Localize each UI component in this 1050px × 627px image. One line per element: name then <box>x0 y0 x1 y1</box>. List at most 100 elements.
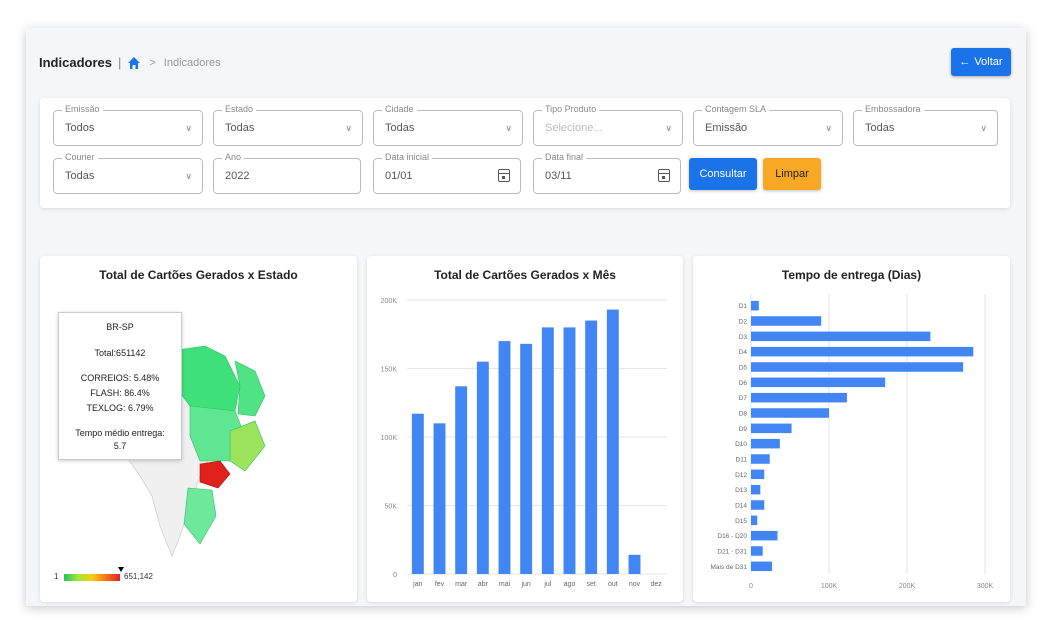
courier-value: Todas <box>65 170 95 182</box>
breadcrumb-current: Indicadores <box>163 56 221 69</box>
y-tick-label: D5 <box>739 365 748 372</box>
bar-d8 <box>751 408 829 418</box>
bar-mar <box>455 386 468 574</box>
y-tick-label: D11 <box>736 457 748 464</box>
y-tick-label: 50K <box>385 504 398 511</box>
cidade-select[interactable]: Cidade Todas ∨ <box>373 104 523 146</box>
bar-d10 <box>751 438 780 449</box>
tipo-produto-label: Tipo Produto <box>542 104 600 114</box>
bar-jun <box>520 343 533 574</box>
embossadora-select[interactable]: Embossadora Todas ∨ <box>853 104 998 146</box>
x-tick-label: set <box>586 581 595 588</box>
courier-select[interactable]: Courier Todas ∨ <box>53 152 203 194</box>
bar-d21-d31 <box>751 546 763 556</box>
bar-d2 <box>751 316 822 326</box>
chevron-down-icon: ∨ <box>185 171 192 181</box>
y-tick-label: D7 <box>739 395 748 402</box>
y-tick-label: 100K <box>381 435 398 442</box>
contagem-sla-select[interactable]: Contagem SLA Emissão ∨ <box>693 104 843 146</box>
bar-d14 <box>751 500 765 510</box>
monthly-chart-title: Total de Cartões Gerados x Mês <box>434 268 616 282</box>
filters-panel: Emissão Todos ∨ Estado Todas ∨ Cidade To… <box>40 98 1010 208</box>
limpar-button[interactable]: Limpar <box>763 158 821 190</box>
data-inicial-input[interactable]: Data inicial 01/01 <box>373 152 521 194</box>
bar-d5 <box>751 362 964 372</box>
calendar-icon[interactable] <box>658 169 670 182</box>
data-inicial-label: Data inicial <box>382 152 433 162</box>
bar-d9 <box>751 423 792 434</box>
y-tick-label: Mais de D31 <box>711 564 748 571</box>
x-tick-label: fev <box>435 581 445 588</box>
y-tick-label: D12 <box>735 472 747 479</box>
emissao-select[interactable]: Emissão Todos ∨ <box>53 104 203 146</box>
embossadora-value: Todas <box>865 122 895 134</box>
cidade-value: Todas <box>385 122 415 134</box>
page-title: Indicadores <box>39 55 112 70</box>
bar-d4 <box>751 346 974 357</box>
region-southeast <box>229 420 266 472</box>
estado-label: Estado <box>222 104 257 114</box>
ano-label: Ano <box>222 152 245 162</box>
x-tick-label: out <box>608 581 618 588</box>
bar-d16-d20 <box>751 530 778 541</box>
legend-marker-icon <box>118 567 124 572</box>
voltar-button[interactable]: ← Voltar <box>951 48 1011 76</box>
legend-max: 651,142 <box>124 572 153 581</box>
contagem-sla-label: Contagem SLA <box>702 104 770 114</box>
estado-select[interactable]: Estado Todas ∨ <box>213 104 363 146</box>
y-tick-label: D1 <box>739 303 748 310</box>
tooltip-tempo-value: 5.7 <box>113 441 127 451</box>
home-icon[interactable] <box>127 56 141 70</box>
courier-label: Courier <box>62 152 98 162</box>
page-header: Indicadores | > Indicadores ← Voltar <box>26 28 1026 94</box>
bar-maisded31 <box>751 561 773 572</box>
tooltip-flash: FLASH: 86.4% <box>90 388 150 398</box>
ano-input[interactable]: Ano 2022 <box>213 152 361 194</box>
ano-value: 2022 <box>225 170 250 182</box>
map-title: Total de Cartões Gerados x Estado <box>99 268 298 282</box>
data-final-value: 03/11 <box>545 170 572 182</box>
y-tick-label: D10 <box>735 441 747 448</box>
x-tick-label: 300K <box>977 583 994 590</box>
dashboard-page: Indicadores | > Indicadores ← Voltar Emi… <box>26 28 1026 606</box>
legend-min: 1 <box>54 572 59 581</box>
y-tick-label: D16 - D20 <box>717 533 747 540</box>
chevron-down-icon: ∨ <box>185 123 192 133</box>
y-tick-label: 200K <box>381 298 398 305</box>
estado-value: Todas <box>225 122 255 134</box>
y-tick-label: D8 <box>739 411 748 418</box>
bar-out <box>606 309 619 574</box>
chevron-down-icon: ∨ <box>505 123 512 133</box>
emissao-value: Todos <box>65 122 95 134</box>
bar-fev <box>433 423 446 574</box>
breadcrumb: Indicadores | > Indicadores <box>39 55 221 70</box>
monthly-chart-card: Total de Cartões Gerados x Mês 0 50K 100K 1… <box>367 256 683 602</box>
contagem-sla-value: Emissão <box>705 122 748 134</box>
y-tick-label: D14 <box>735 503 747 510</box>
chevron-right-icon: > <box>149 56 156 69</box>
chevron-down-icon: ∨ <box>825 123 832 133</box>
emissao-label: Emissão <box>62 104 103 114</box>
x-tick-label: 200K <box>899 583 916 590</box>
x-tick-label: 0 <box>749 583 753 590</box>
calendar-icon[interactable] <box>498 169 510 182</box>
tipo-produto-select[interactable]: Tipo Produto Selecione... ∨ <box>533 104 683 146</box>
delivery-bar-chart: 0 100K 200K 300K D1 D2 D3 D4 D5 D6 D7 D8 D9 D10 D11 D12… <box>711 294 994 590</box>
breadcrumb-separator: | <box>117 55 122 70</box>
consultar-button[interactable]: Consultar <box>689 158 757 190</box>
y-tick-label: D15 <box>735 518 747 525</box>
region-northeast <box>234 360 266 417</box>
map-tooltip: BR-SP Total:651142 CORREIOS: 5.48% FLASH… <box>58 312 182 460</box>
chevron-down-icon: ∨ <box>345 123 352 133</box>
voltar-label: Voltar <box>974 56 1003 68</box>
x-tick-label: 100K <box>821 583 838 590</box>
y-tick-label: D21 - D31 <box>717 549 747 556</box>
x-tick-label: jan <box>412 581 422 588</box>
data-final-input[interactable]: Data final 03/11 <box>533 152 681 194</box>
x-tick-label: ago <box>564 581 576 588</box>
y-tick-label: D6 <box>739 380 748 387</box>
state-sp <box>199 460 231 489</box>
delivery-chart-title: Tempo de entrega (Dias) <box>781 268 922 282</box>
y-tick-label: 150K <box>381 367 398 374</box>
monthly-bar-chart: 0 50K 100K 150K 200K jan fev mar abr mai jun jul ago… <box>381 298 667 588</box>
